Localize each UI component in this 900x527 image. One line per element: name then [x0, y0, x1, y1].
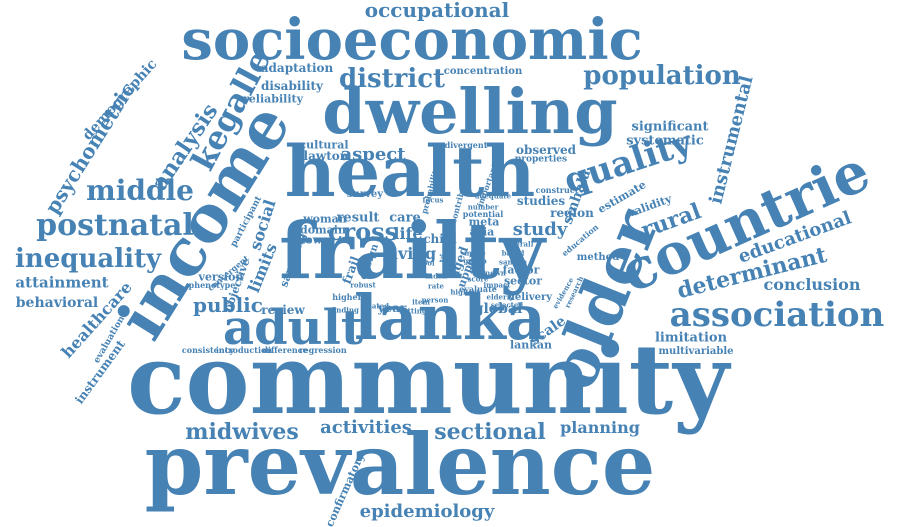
word-evaluate: evaluate — [459, 284, 497, 294]
word-cultural: cultural — [299, 138, 349, 152]
word-aspect: aspect — [340, 144, 406, 165]
word-conclusion: conclusion — [763, 275, 861, 294]
word-construct: construct — [535, 185, 579, 195]
word-meta: meta — [468, 215, 500, 229]
word-epidemiology: epidemiology — [359, 501, 495, 522]
word-overall: overall — [506, 239, 534, 249]
word-consistency: consistency — [181, 345, 235, 355]
word-district: district — [338, 64, 446, 94]
word-rate: rate — [428, 281, 444, 291]
word-setting: setting — [399, 306, 427, 316]
word-significant: significant — [631, 119, 709, 135]
word-midwives: midwives — [185, 419, 299, 445]
word-global: global — [473, 301, 523, 317]
word-health: health — [284, 130, 536, 213]
word-attainment: attainment — [15, 273, 109, 292]
word-robust: robust — [350, 280, 376, 290]
word-based: based — [501, 248, 525, 258]
word-finding: finding — [331, 305, 359, 315]
word-study: study — [512, 219, 568, 240]
word-lower: lower — [301, 233, 335, 247]
word-reliability: reliability — [243, 92, 303, 106]
word-region: region — [550, 206, 594, 220]
word-lankan: lankan — [509, 338, 553, 352]
word-care: care — [389, 210, 421, 226]
word-number: number — [467, 202, 499, 212]
word-socioeconomic: socioeconomic — [181, 7, 643, 73]
word-known: known — [480, 268, 506, 278]
word-occupational: occupational — [364, 0, 510, 22]
word-tool: tool — [419, 258, 435, 268]
word-score: score — [467, 274, 489, 284]
word-properties: properties — [514, 154, 568, 165]
word-association: association — [669, 295, 885, 335]
word-higher: higher — [332, 292, 362, 302]
word-difference: difference — [262, 345, 308, 355]
word-person: person — [421, 295, 449, 305]
word-sectional: sectional — [434, 419, 546, 445]
word-year: year — [377, 301, 407, 315]
word-demographic: demographic — [79, 56, 161, 144]
word-limits: limits — [244, 240, 282, 296]
word-population: population — [583, 61, 741, 91]
word-concentration: concentration — [443, 66, 523, 77]
word-phenotype: phenotype — [188, 280, 236, 290]
word-woman: woman — [303, 212, 347, 226]
word-disability: disability — [260, 79, 324, 93]
word-adult: adult — [223, 300, 363, 356]
word-version: version — [198, 270, 244, 284]
word-divergent: divergent — [444, 140, 488, 150]
word-delivery: delivery — [507, 292, 553, 303]
word-inequality: inequality — [14, 244, 162, 274]
word-index: index — [425, 271, 447, 281]
word-dwelling: dwelling — [322, 75, 618, 148]
word-middle: middle — [86, 174, 194, 207]
word-sample: sample — [499, 257, 527, 267]
word-group: group — [463, 256, 487, 266]
word-highest: highest — [450, 287, 480, 297]
word-life: life — [393, 224, 423, 243]
word-child: child — [423, 232, 457, 246]
word-postnatal: postnatal — [36, 208, 194, 243]
word-adaptation: adaptation — [260, 61, 334, 75]
word-sector: sector — [503, 274, 543, 288]
word-behavioral: behavioral — [15, 295, 99, 311]
word-selected: selected — [490, 300, 524, 310]
word-living: living — [385, 244, 437, 263]
word-cross: cross — [327, 217, 399, 246]
word-studies: studies — [516, 194, 566, 208]
word-activities: activities — [320, 417, 412, 438]
word-related: related — [361, 301, 389, 311]
word-result: result — [336, 210, 380, 226]
word-impact: impact — [483, 280, 511, 290]
word-regression: regression — [299, 345, 347, 355]
word-introduction: introduction — [215, 345, 273, 355]
word-systematic: systematic — [626, 133, 704, 149]
word-adequate: adequate — [474, 191, 512, 201]
word-item: item — [412, 297, 430, 307]
word-method: method — [576, 252, 620, 263]
word-multivariable: multivariable — [658, 346, 734, 357]
word-mode: mode — [464, 248, 486, 258]
word-potential: potential — [462, 209, 504, 219]
word-public: public — [193, 293, 263, 317]
word-limitation: limitation — [654, 330, 728, 346]
word-domain: domain — [300, 223, 346, 237]
word-survey: survey — [346, 189, 384, 200]
word-factor: factor — [502, 263, 540, 277]
word-lawton: lawton — [303, 149, 349, 163]
word-review: review — [261, 303, 305, 317]
word-lanka: lanka — [354, 281, 546, 354]
word-observed: observed — [515, 143, 577, 157]
word-focus: focus — [422, 195, 444, 205]
word-prevalence: prevalence — [144, 415, 656, 514]
word-planning: planning — [560, 418, 640, 437]
word-elderly: elderly — [486, 292, 514, 302]
word-frailty: frailty — [279, 206, 545, 297]
word-community: community — [127, 323, 729, 436]
word-asia: asia — [469, 225, 495, 239]
